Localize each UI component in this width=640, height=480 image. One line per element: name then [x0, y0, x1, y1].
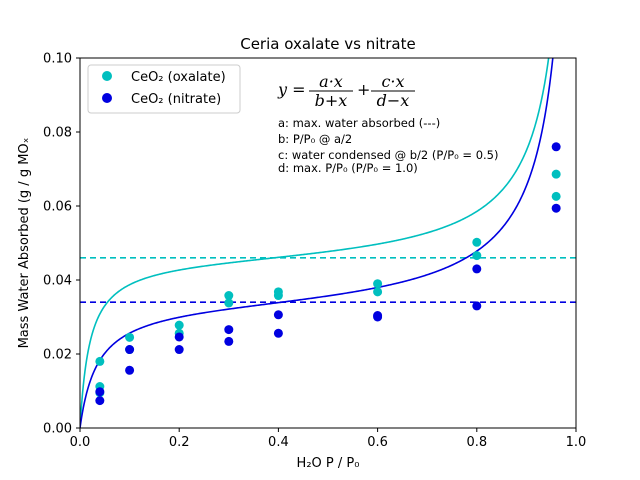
equation-term2-denominator: d−x [377, 91, 410, 110]
equation-term1-denominator: b+x [315, 91, 348, 110]
axes-frame [79, 57, 577, 429]
data-point-series-1 [125, 365, 135, 375]
note-b: b: P/P₀ @ a/2 [278, 132, 352, 146]
data-point-series-1 [95, 387, 105, 397]
equation-term2-numerator: c·x [381, 72, 404, 91]
x-tick-label: 1.0 [566, 435, 587, 450]
note-c: c: water condensed @ b/2 (P/P₀ = 0.5) [278, 148, 498, 162]
fit-curves [80, 58, 554, 428]
data-point-series-0 [472, 251, 482, 261]
data-point-series-0 [472, 237, 482, 247]
data-point-series-1 [224, 325, 234, 335]
data-point-series-1 [125, 345, 135, 355]
data-point-series-0 [373, 287, 383, 297]
y-tick-label: 0.08 [43, 126, 72, 141]
data-point-series-1 [472, 301, 482, 311]
parameter-notes: a: max. water absorbed (---) b: P/P₀ @ a… [278, 116, 498, 175]
legend-label-oxalate: CeO₂ (oxalate) [131, 70, 226, 85]
x-tick-label: 0.4 [268, 435, 289, 450]
data-point-series-0 [224, 298, 234, 308]
data-point-series-0 [125, 332, 135, 342]
equation-lhs: y = [277, 80, 306, 99]
data-point-series-1 [551, 142, 561, 152]
data-point-series-0 [273, 291, 283, 301]
x-axis: 0.0 0.2 0.4 0.6 0.8 1.0 [70, 428, 587, 450]
chart-title: Ceria oxalate vs nitrate [240, 35, 416, 53]
data-point-series-0 [95, 356, 105, 366]
legend-label-nitrate: CeO₂ (nitrate) [131, 92, 221, 107]
legend-marker-nitrate [102, 93, 112, 103]
note-d: d: max. P/P₀ (P/P₀ = 1.0) [278, 161, 418, 175]
data-point-series-1 [174, 332, 184, 342]
y-tick-label: 0.00 [43, 422, 72, 437]
y-tick-label: 0.02 [43, 348, 72, 363]
x-tick-label: 0.8 [466, 435, 487, 450]
y-tick-label: 0.10 [43, 52, 72, 67]
data-point-series-1 [551, 203, 561, 213]
y-tick-label: 0.04 [43, 274, 72, 289]
data-point-series-1 [273, 328, 283, 338]
fit-curve-1 [80, 58, 554, 428]
data-point-series-1 [373, 312, 383, 322]
data-point-series-0 [174, 320, 184, 330]
equation-term1-numerator: a·x [319, 72, 343, 91]
data-point-series-1 [95, 396, 105, 406]
x-axis-label: H₂O P / P₀ [297, 456, 360, 471]
y-axis: 0.00 0.02 0.04 0.06 0.08 0.10 [43, 52, 80, 437]
data-point-series-0 [373, 279, 383, 289]
data-point-series-0 [224, 291, 234, 301]
x-tick-label: 0.2 [169, 435, 190, 450]
data-points [95, 142, 561, 406]
data-point-series-0 [551, 191, 561, 201]
data-point-series-0 [551, 169, 561, 179]
equation-plus: + [357, 80, 370, 99]
data-point-series-1 [174, 345, 184, 355]
legend: CeO₂ (oxalate) CeO₂ (nitrate) [87, 64, 241, 114]
y-axis-label: Mass Water Absorbed (g / g MOₓ [17, 137, 32, 348]
fit-equation: y = a·x b+x + c·x d−x [277, 72, 415, 110]
plot-area [79, 57, 577, 429]
y-tick-label: 0.06 [43, 200, 72, 215]
reference-lines [80, 256, 576, 304]
data-point-series-1 [224, 336, 234, 346]
x-tick-label: 0.0 [70, 435, 91, 450]
data-point-series-1 [273, 310, 283, 320]
fit-curve-0 [80, 58, 550, 428]
legend-box [87, 64, 241, 114]
note-a: a: max. water absorbed (---) [278, 116, 440, 130]
legend-marker-oxalate [102, 71, 112, 81]
data-point-series-1 [472, 264, 482, 274]
x-tick-label: 0.6 [367, 435, 388, 450]
axes-background [80, 58, 576, 428]
